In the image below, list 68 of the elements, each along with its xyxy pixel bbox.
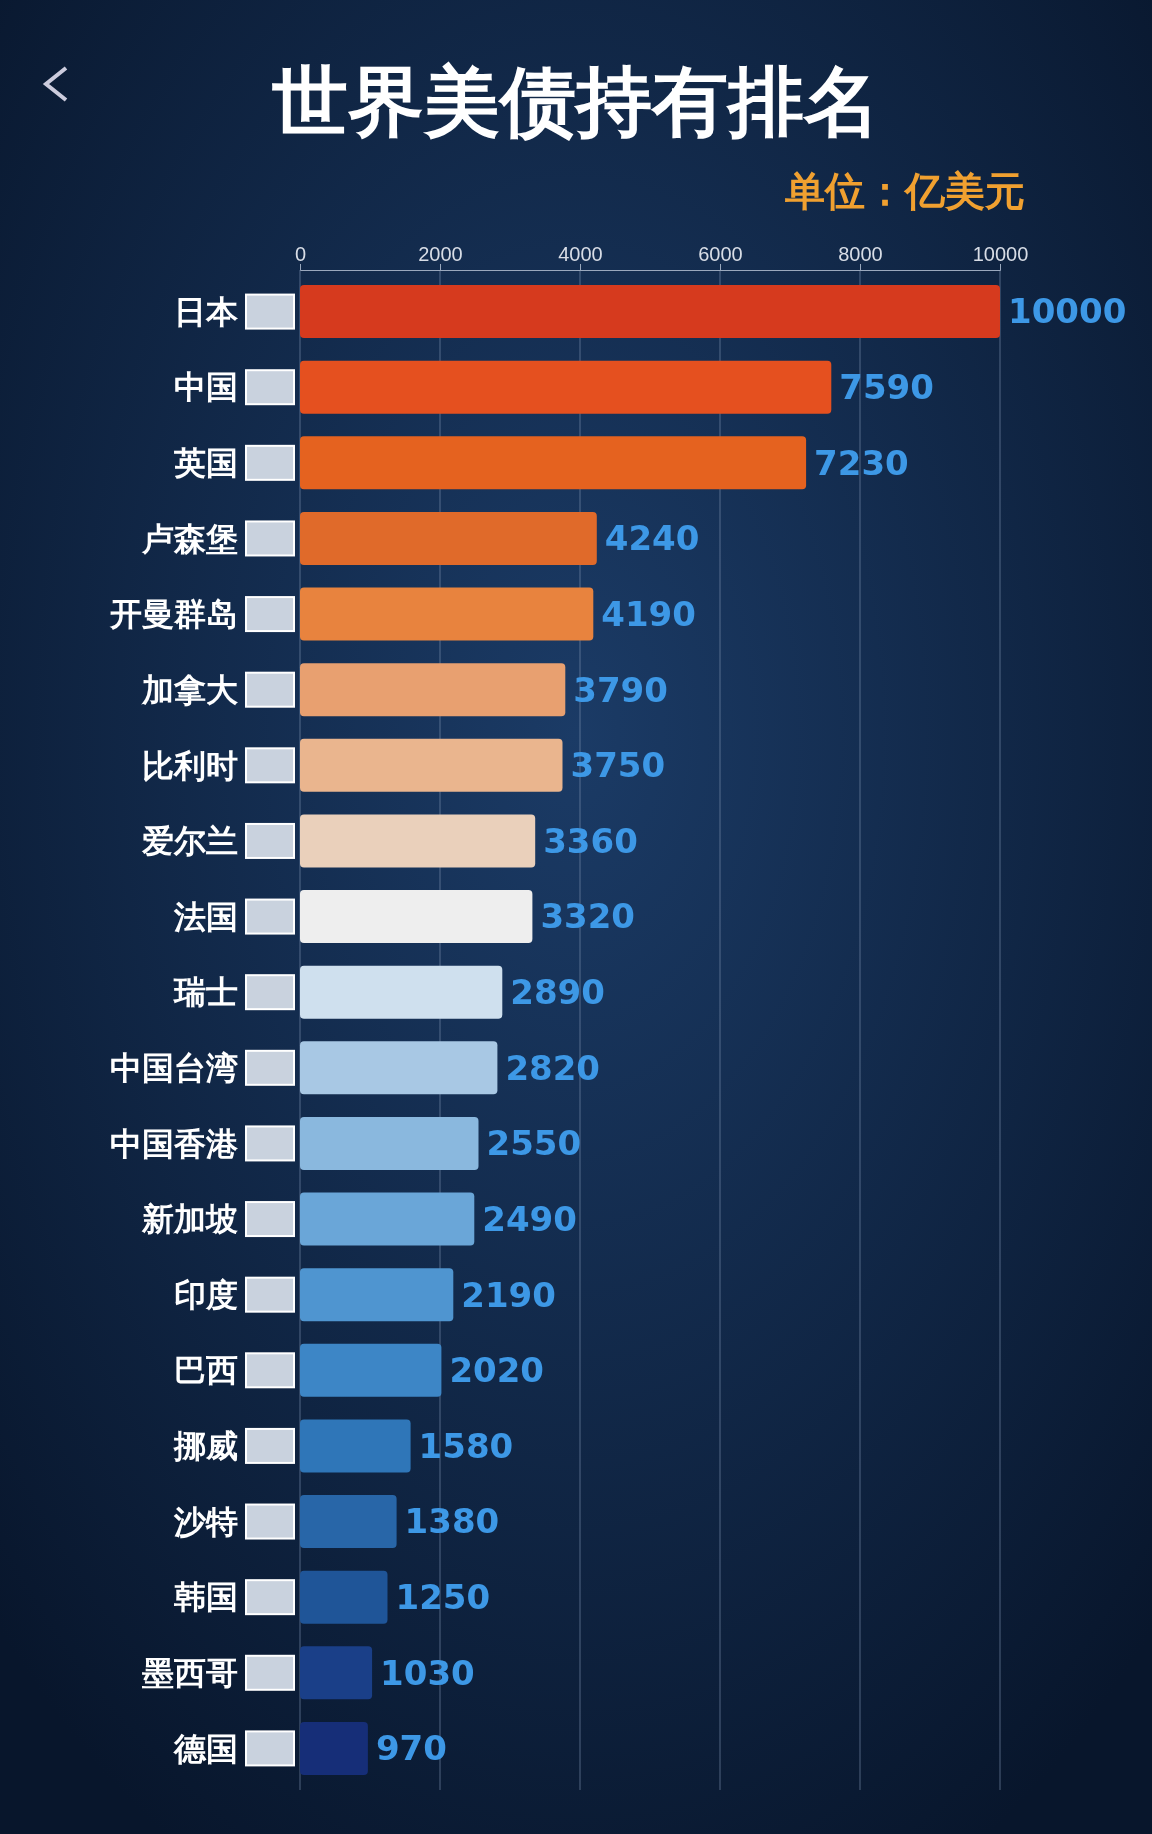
data-label: 2490: [482, 1198, 577, 1239]
data-label: 10000: [1008, 291, 1127, 332]
bar: [300, 1268, 454, 1322]
data-label: 7590: [839, 367, 934, 408]
y-tick-label: 印度: [174, 1275, 238, 1314]
y-tick-label: 加拿大: [141, 670, 238, 709]
bar: [300, 738, 563, 792]
y-tick-label: 新加坡: [141, 1200, 238, 1239]
data-label: 2890: [510, 972, 605, 1013]
y-tick-label: 韩国: [173, 1578, 238, 1617]
bar: [300, 1495, 397, 1549]
data-label: 4240: [604, 518, 700, 559]
data-label: 1580: [418, 1425, 514, 1466]
chart-title: 世界美债持有排名: [272, 57, 880, 146]
y-tick-label: 英国: [173, 444, 238, 483]
bar: [300, 436, 807, 490]
bar: [300, 511, 597, 565]
y-tick-label: 中国香港: [110, 1124, 238, 1163]
data-label: 3790: [573, 669, 668, 710]
bar: [300, 1041, 498, 1095]
data-label: 4190: [601, 593, 696, 634]
x-tick-label: 6000: [698, 243, 743, 265]
y-tick-label: 法国: [173, 897, 238, 936]
bar: [300, 360, 832, 414]
data-label: 1380: [404, 1501, 500, 1542]
x-tick-label: 10000: [972, 243, 1029, 265]
bar: [300, 1419, 411, 1473]
data-label: 2020: [449, 1350, 545, 1391]
y-tick-label: 卢森堡: [141, 519, 238, 558]
x-tick-label: 2000: [418, 243, 463, 265]
data-label: 3320: [540, 896, 636, 937]
bar: [300, 1570, 388, 1624]
data-label: 3360: [543, 820, 638, 861]
y-tick-label: 中国: [174, 368, 238, 407]
y-tick-label: 中国台湾: [110, 1049, 238, 1088]
y-tick-label: 巴西: [174, 1351, 238, 1390]
bar: [300, 1721, 368, 1775]
y-tick-label: 开曼群岛: [109, 595, 238, 634]
y-tick-label: 比利时: [142, 746, 238, 785]
data-label: 2820: [505, 1047, 601, 1088]
x-tick-label: 0: [294, 243, 307, 265]
bar: [300, 890, 533, 944]
bar: [300, 1343, 442, 1397]
bar: [300, 1646, 373, 1700]
x-tick-label: 8000: [838, 243, 883, 265]
y-tick-label: 爱尔兰: [141, 822, 238, 861]
data-label: 1030: [380, 1652, 475, 1693]
chart-subtitle: 单位：亿美元: [784, 168, 1025, 214]
bar: [300, 1116, 479, 1170]
bar: [300, 1192, 475, 1246]
x-tick-label: 4000: [558, 243, 603, 265]
data-label: 3750: [570, 745, 666, 786]
data-label: 2550: [486, 1123, 582, 1164]
bar: [300, 663, 566, 717]
y-tick-label: 日本: [174, 292, 239, 331]
y-tick-label: 瑞士: [173, 973, 238, 1012]
bar: [300, 587, 594, 641]
y-tick-label: 沙特: [173, 1502, 238, 1541]
data-label: 2190: [461, 1274, 556, 1315]
y-tick-label: 挪威: [173, 1427, 238, 1466]
bar: [300, 965, 503, 1019]
data-label: 970: [375, 1728, 447, 1769]
data-label: 7230: [814, 442, 909, 483]
bar: [300, 814, 536, 868]
data-label: 1250: [395, 1577, 491, 1618]
y-tick-label: 德国: [173, 1729, 238, 1768]
bar: [300, 285, 1000, 339]
y-tick-label: 墨西哥: [141, 1653, 238, 1692]
